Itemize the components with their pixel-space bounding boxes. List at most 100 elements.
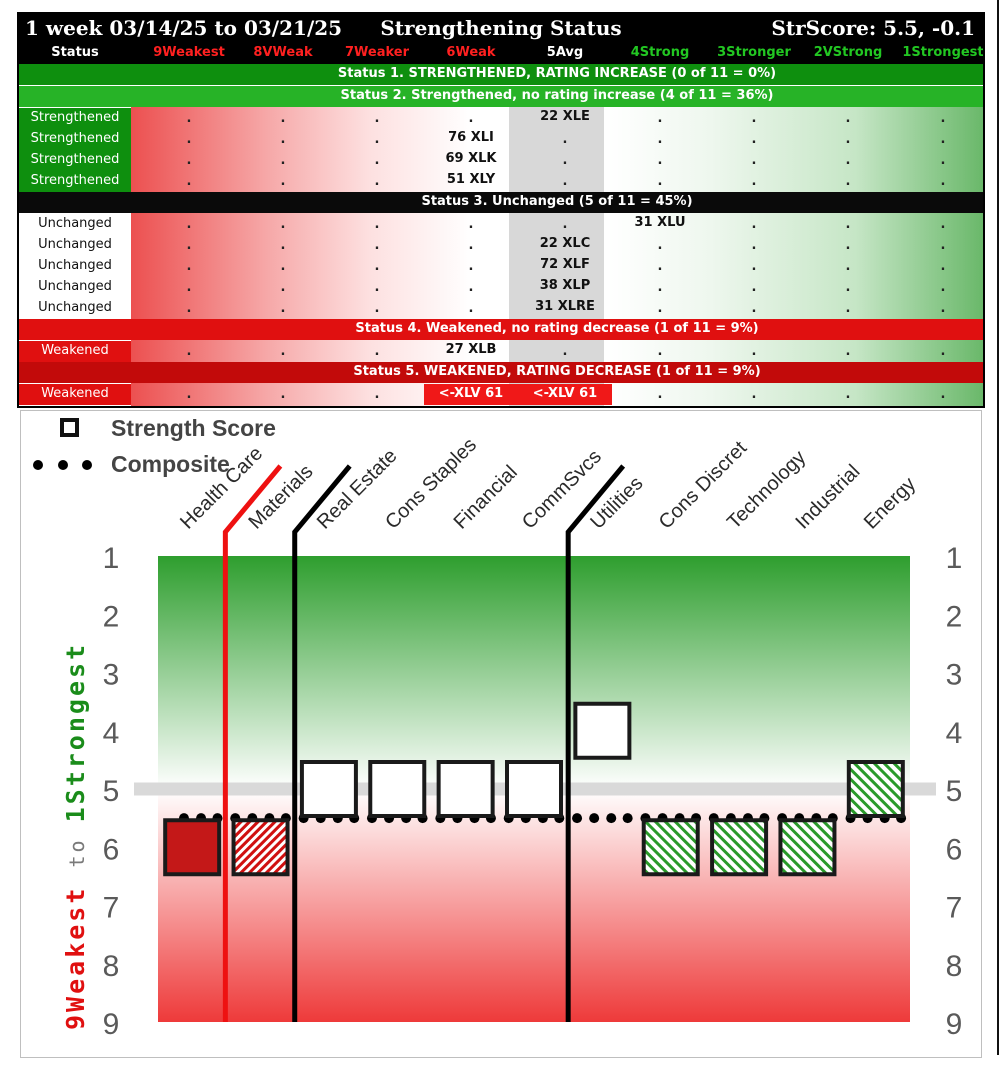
empty-cell: . [845, 301, 851, 316]
empty-cell: . [845, 238, 851, 253]
y-tick-label-right: 1 [946, 542, 963, 575]
empty-cell: . [280, 238, 286, 253]
empty-cell: . [940, 387, 946, 402]
status-banner: Status 1. STRENGTHENED, RATING INCREASE … [19, 64, 983, 85]
empty-cell: . [657, 153, 663, 168]
status-cell: Strengthened [19, 150, 131, 171]
y-tick-label-left: 8 [103, 950, 120, 983]
composite-dot [572, 813, 583, 824]
table-row: Strengthened........ 51 XLY [19, 171, 983, 192]
empty-cell: . [374, 238, 380, 253]
empty-cell: . [280, 111, 286, 126]
empty-cell: . [845, 174, 851, 189]
y-tick-label-left: 6 [103, 833, 120, 866]
empty-cell: . [374, 111, 380, 126]
empty-cell: . [845, 387, 851, 402]
empty-cell: . [940, 259, 946, 274]
strong-zone [158, 556, 910, 789]
empty-cell: . [751, 111, 757, 126]
empty-cell: . [751, 238, 757, 253]
status-cell: Unchanged [19, 256, 131, 277]
strength-score-box [573, 701, 632, 760]
composite-dot [589, 813, 600, 824]
y-tick-label-right: 8 [946, 950, 963, 983]
empty-cell: . [751, 301, 757, 316]
y-tick-label-left: 5 [103, 775, 120, 808]
empty-cell: . [468, 111, 474, 126]
empty-cell: . [468, 301, 474, 316]
empty-cell: . [940, 153, 946, 168]
empty-cell: . [374, 217, 380, 232]
empty-cell: . [562, 217, 568, 232]
status-banner: Status 4. Weakened, no rating decrease (… [19, 319, 983, 340]
strength-score-box [778, 818, 837, 877]
banner-label: Status 5. WEAKENED, RATING DECREASE (1 o… [353, 364, 761, 379]
banner-label: Status 1. STRENGTHENED, RATING INCREASE … [337, 66, 777, 81]
strength-score-box [436, 760, 495, 818]
empty-cell: . [940, 344, 946, 359]
y-axis-label: 9Weakest to 1Strongest [61, 642, 90, 1030]
empty-cell: . [657, 174, 663, 189]
ticker-cell: 31 XLRE [535, 299, 595, 314]
empty-cell: . [657, 301, 663, 316]
composite-dot [606, 813, 617, 824]
banner-label: Status 3. Unchanged (5 of 11 = 45%) [421, 194, 693, 209]
empty-cell: . [374, 153, 380, 168]
empty-cell: . [751, 217, 757, 232]
category-label: Financial [450, 461, 522, 533]
sector-divider [222, 464, 283, 1022]
status-cell: Strengthened [19, 171, 131, 192]
strength-score-box [163, 818, 222, 877]
y-tick-label-right: 9 [946, 1008, 963, 1041]
strength-score-box [846, 760, 905, 818]
y-tick-label-left: 3 [103, 659, 120, 692]
ticker-cell: 69 XLK [445, 151, 497, 166]
empty-cell: . [657, 387, 663, 402]
empty-cell: . [751, 174, 757, 189]
empty-cell: . [186, 132, 192, 147]
empty-cell: . [562, 344, 568, 359]
empty-cell: . [657, 238, 663, 253]
ticker-cell: 38 XLP [539, 278, 591, 293]
empty-cell: . [845, 111, 851, 126]
empty-cell: . [940, 238, 946, 253]
strscore-label: StrScore: 5.5, -0.1 [771, 16, 975, 40]
table-row: Strengthened........ 76 XLI [19, 129, 983, 150]
empty-cell: . [374, 259, 380, 274]
empty-cell: . [280, 387, 286, 402]
empty-cell: . [186, 217, 192, 232]
empty-cell: . [186, 280, 192, 295]
column-header: 8VWeak [253, 45, 313, 60]
empty-cell: . [751, 387, 757, 402]
empty-cell: . [468, 217, 474, 232]
table-row: Unchanged........ 31 XLU [19, 214, 983, 235]
ticker-cell: 31 XLU [634, 215, 686, 230]
ticker-cell: 27 XLB [445, 342, 497, 357]
empty-cell: . [940, 132, 946, 147]
status-banner: Status 2. Strengthened, no rating increa… [19, 86, 983, 107]
strength-score-box [231, 818, 290, 877]
empty-cell: . [186, 174, 192, 189]
empty-cell: . [751, 344, 757, 359]
y-axis-label-part: 1Strongest [61, 642, 90, 823]
empty-cell: . [186, 344, 192, 359]
sector-divider [292, 464, 352, 1022]
legend-composite-dot [82, 460, 92, 470]
empty-cell: . [374, 174, 380, 189]
status-cell: Unchanged [19, 298, 131, 319]
empty-cell: . [468, 259, 474, 274]
empty-cell: . [940, 301, 946, 316]
table-row: Weakened....... <-XLV 61 <-XLV 61 [19, 384, 983, 405]
table-row: Strengthened........ 22 XLE [19, 108, 983, 129]
period-label: 1 week 03/14/25 to 03/21/25 [25, 16, 343, 40]
ticker-cell: 76 XLI [448, 130, 494, 145]
scrollbar-edge [997, 0, 999, 1055]
empty-cell: . [280, 259, 286, 274]
status-cell: Unchanged [19, 214, 131, 235]
empty-cell: . [940, 174, 946, 189]
y-axis-label-part: 9Weakest [61, 868, 90, 1030]
y-tick-label-right: 7 [946, 892, 963, 925]
empty-cell: . [374, 280, 380, 295]
banner-side [19, 64, 131, 85]
empty-cell: . [280, 344, 286, 359]
